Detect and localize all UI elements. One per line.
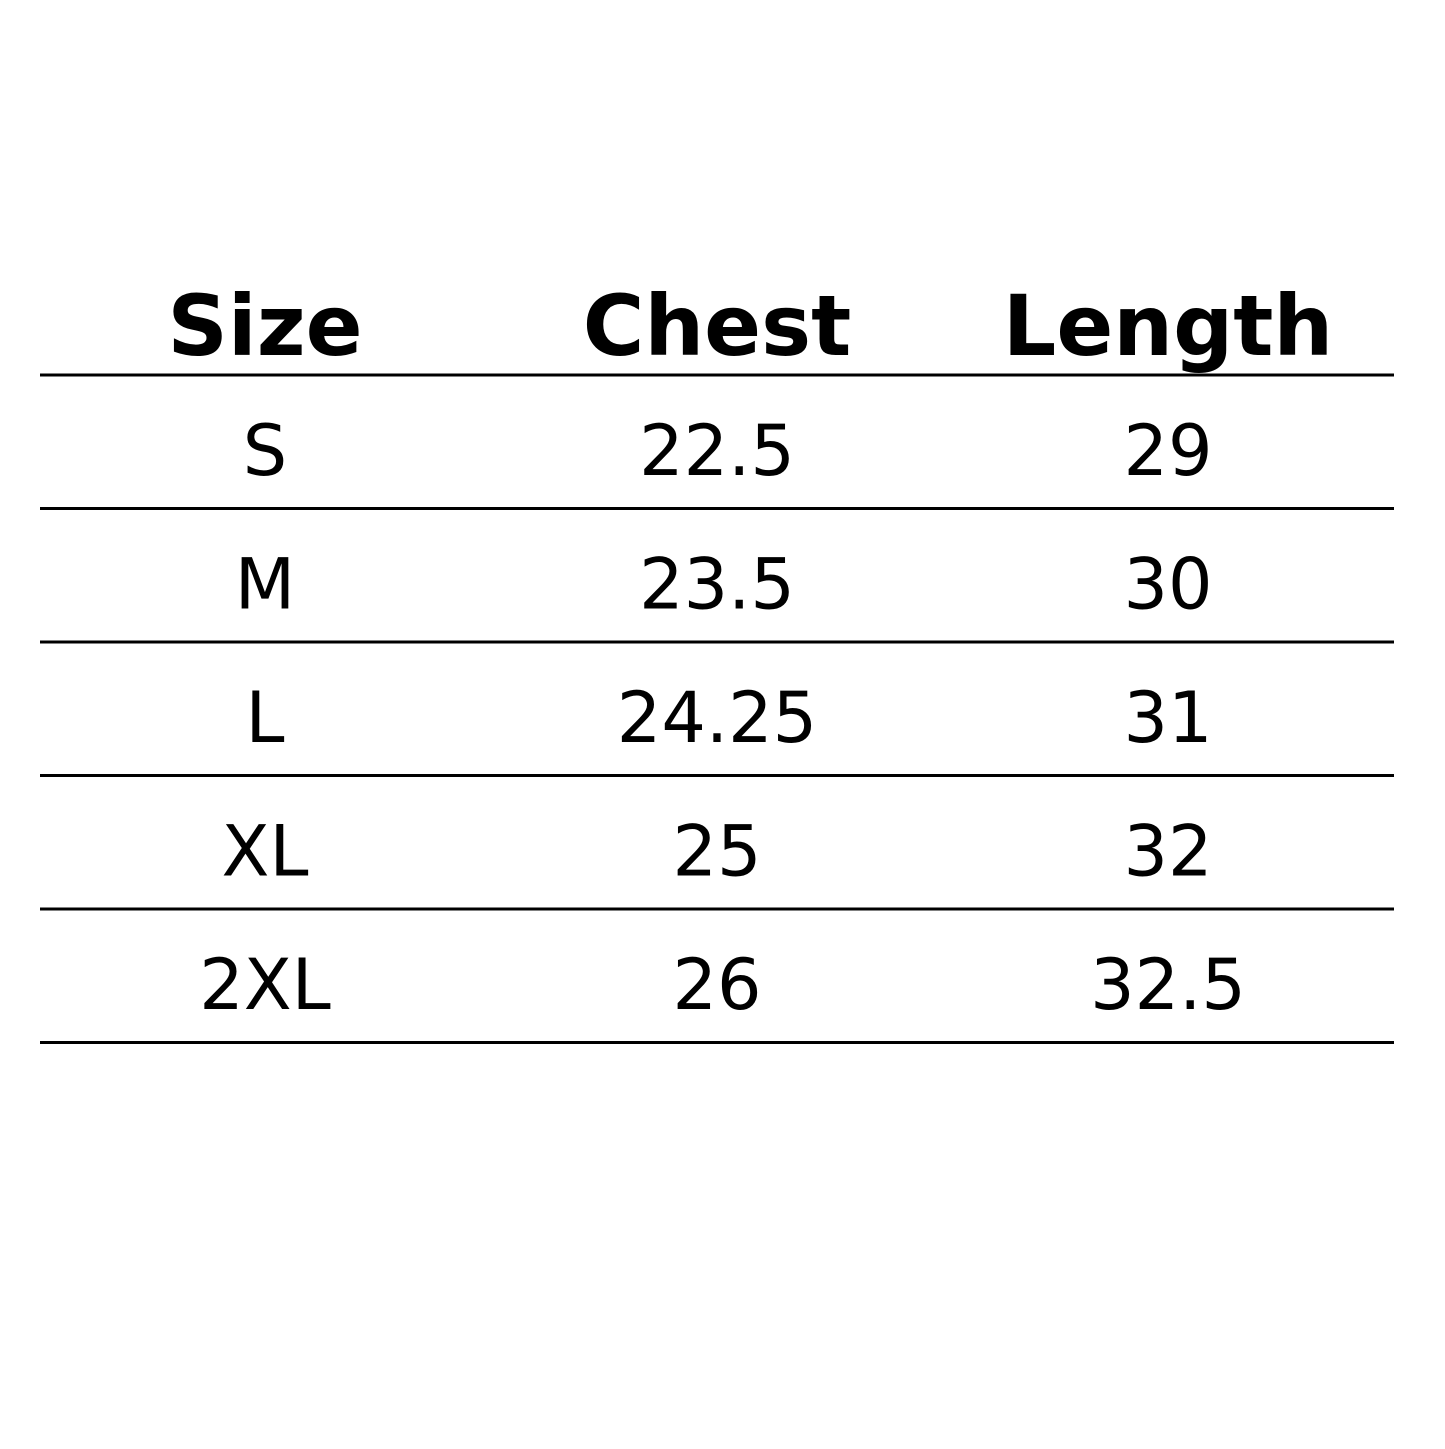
cell: M: [235, 544, 295, 626]
cell: 32: [1123, 811, 1212, 893]
cell: XL: [222, 811, 309, 893]
header-cell: Chest: [583, 277, 852, 375]
cell: 26: [672, 944, 761, 1026]
cell: 23.5: [639, 544, 795, 626]
cell: 25: [672, 811, 761, 893]
header-cell: Length: [1003, 277, 1333, 375]
cell: 31: [1123, 677, 1212, 759]
cell: 30: [1123, 544, 1212, 626]
cell: L: [246, 677, 285, 759]
cell: 24.25: [617, 677, 817, 759]
cell: S: [243, 410, 287, 492]
cell: 29: [1123, 410, 1212, 492]
cell: 2XL: [199, 944, 331, 1026]
cell: 32.5: [1090, 944, 1246, 1026]
header-cell: Size: [167, 277, 362, 375]
cell: 22.5: [639, 410, 795, 492]
